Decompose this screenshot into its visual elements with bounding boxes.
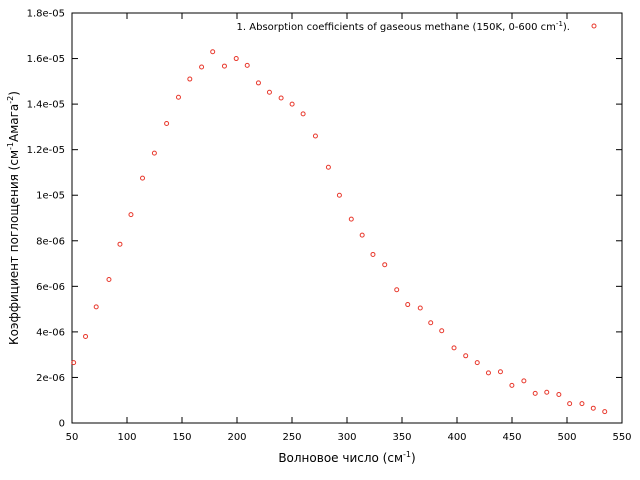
data-point <box>521 378 527 384</box>
data-point <box>266 89 272 95</box>
data-point <box>71 360 77 366</box>
data-point <box>210 49 216 55</box>
legend: 1. Absorption coefficients of gaseous me… <box>237 20 597 33</box>
y-tick-label: 6e-06 <box>36 282 65 293</box>
x-tick-label: 500 <box>557 432 576 443</box>
y-tick-label: 4e-06 <box>36 327 65 338</box>
data-point <box>439 328 445 334</box>
legend-label: 1. Absorption coefficients of gaseous me… <box>237 20 570 33</box>
data-point <box>394 287 400 293</box>
data-point <box>325 164 331 170</box>
y-tick-label: 0 <box>59 419 65 430</box>
data-point <box>128 212 134 218</box>
data-point <box>417 305 423 311</box>
data-point <box>140 175 146 181</box>
data-point <box>370 251 376 257</box>
data-point <box>544 389 550 395</box>
data-point <box>255 80 261 86</box>
data-point <box>485 370 491 376</box>
x-tick-label: 550 <box>612 432 631 443</box>
x-tick-label: 400 <box>447 432 466 443</box>
data-point <box>359 232 365 238</box>
data-point <box>83 333 89 339</box>
y-tick-label: 8e-06 <box>36 236 65 247</box>
data-point <box>428 320 434 326</box>
y-tick-label: 1e-05 <box>36 191 65 202</box>
data-point <box>312 133 318 139</box>
data-point <box>117 241 123 247</box>
data-point <box>579 401 585 407</box>
data-point <box>602 409 608 415</box>
legend-marker <box>591 23 597 29</box>
x-tick-label: 100 <box>117 432 136 443</box>
data-point <box>221 63 227 69</box>
data-point <box>336 192 342 198</box>
data-point <box>233 56 239 62</box>
x-tick-label: 150 <box>172 432 191 443</box>
y-tick-label: 1.2e-05 <box>27 145 65 156</box>
plot-frame <box>71 12 623 424</box>
x-tick-label: 450 <box>502 432 521 443</box>
data-point <box>451 345 457 351</box>
data-point <box>509 382 515 388</box>
x-axis-title: Волновое число (см-1) <box>278 450 415 465</box>
data-point <box>567 401 573 407</box>
data-point <box>278 95 284 101</box>
data-point <box>244 62 250 68</box>
x-tick-label: 250 <box>282 432 301 443</box>
y-tick-label: 2e-06 <box>36 373 65 384</box>
data-point <box>405 302 411 308</box>
x-tick-label: 200 <box>227 432 246 443</box>
data-point <box>187 76 193 82</box>
data-point <box>474 360 480 366</box>
axis-tick-labels: 50 100 150 200 250 300 350 400 450 500 550 0 2e-06 4e… <box>27 9 632 444</box>
data-points <box>71 49 608 415</box>
data-point <box>175 94 181 100</box>
data-point <box>463 353 469 359</box>
axis-ticks <box>71 12 623 424</box>
data-point <box>106 277 112 282</box>
data-point <box>93 304 99 310</box>
data-point <box>497 369 503 375</box>
data-point <box>382 262 388 268</box>
x-tick-label: 50 <box>66 432 79 443</box>
y-tick-label: 1.6e-05 <box>27 54 65 65</box>
x-tick-label: 350 <box>392 432 411 443</box>
x-tick-label: 300 <box>337 432 356 443</box>
data-point <box>151 150 157 156</box>
data-point <box>199 64 205 70</box>
data-point <box>300 111 306 117</box>
data-point <box>289 101 295 107</box>
y-tick-label: 1.8e-05 <box>27 9 65 20</box>
data-point <box>348 216 354 222</box>
y-tick-label: 1.4e-05 <box>27 100 65 111</box>
y-axis-title: Коэффициент поглощения (см-1Амага-2) <box>6 91 21 345</box>
data-point <box>590 405 596 411</box>
data-point <box>532 390 538 396</box>
data-point <box>556 392 562 398</box>
data-point <box>164 120 170 126</box>
